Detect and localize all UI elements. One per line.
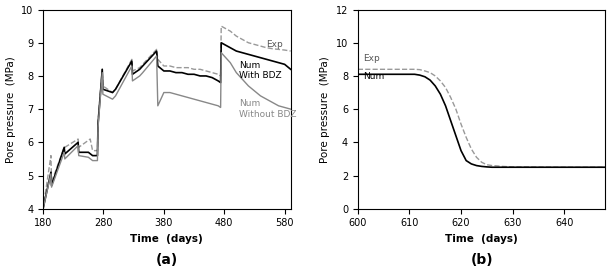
Text: (a): (a) bbox=[156, 253, 178, 268]
X-axis label: Time  (days): Time (days) bbox=[445, 234, 518, 244]
Text: Num: Num bbox=[363, 72, 384, 81]
Y-axis label: Pore pressure  (MPa): Pore pressure (MPa) bbox=[320, 56, 330, 163]
Y-axis label: Pore pressure  (MPa): Pore pressure (MPa) bbox=[5, 56, 15, 163]
Text: Exp: Exp bbox=[363, 55, 380, 63]
Text: (b): (b) bbox=[470, 253, 493, 268]
Text: Num
With BDZ: Num With BDZ bbox=[240, 61, 282, 80]
X-axis label: Time  (days): Time (days) bbox=[131, 234, 203, 244]
Text: Exp: Exp bbox=[266, 40, 284, 49]
Text: Num
Without BDZ: Num Without BDZ bbox=[240, 99, 297, 119]
